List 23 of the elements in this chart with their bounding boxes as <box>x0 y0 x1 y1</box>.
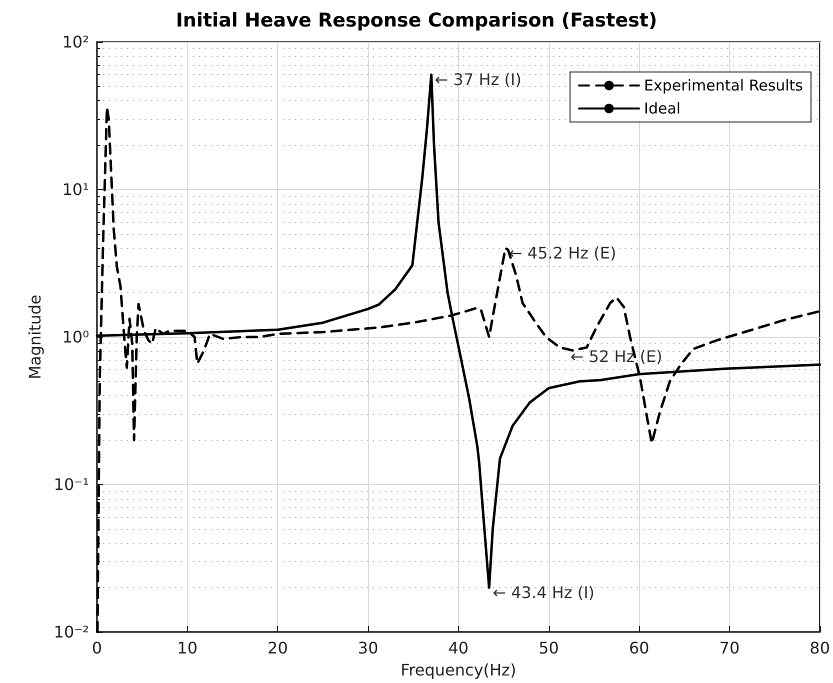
x-tick-label: 10 <box>177 638 198 658</box>
x-tick-label: 50 <box>538 638 559 658</box>
annotation: ← 52 Hz (E) <box>570 346 662 366</box>
y-tick-label: 10⁻² <box>54 622 89 642</box>
x-axis-title: Frequency(Hz) <box>400 660 516 680</box>
x-tick-label: 60 <box>628 638 650 658</box>
y-tick-label: 10⁻¹ <box>54 475 89 494</box>
x-tick-label: 70 <box>719 638 740 658</box>
legend-label: Experimental Results <box>644 76 804 94</box>
chart-title: Initial Heave Response Comparison (Fastest) <box>176 10 658 32</box>
y-tick-label: 10⁰ <box>62 328 89 346</box>
y-tick-label: 10² <box>62 32 89 52</box>
x-tick-label: 0 <box>92 638 102 658</box>
y-tick-label: 10¹ <box>62 180 89 199</box>
x-tick-label: 80 <box>810 638 830 658</box>
x-tick-label: 40 <box>448 638 469 658</box>
annotation: ← 43.4 Hz (I) <box>492 583 595 602</box>
annotation: ← 45.2 Hz (E) <box>508 244 616 263</box>
y-axis-title: Magnitude <box>25 294 44 380</box>
legend-label: Ideal <box>644 100 681 118</box>
x-tick-label: 30 <box>358 638 378 658</box>
x-tick-label: 20 <box>268 638 288 658</box>
annotation: ← 37 Hz (I) <box>434 70 522 90</box>
